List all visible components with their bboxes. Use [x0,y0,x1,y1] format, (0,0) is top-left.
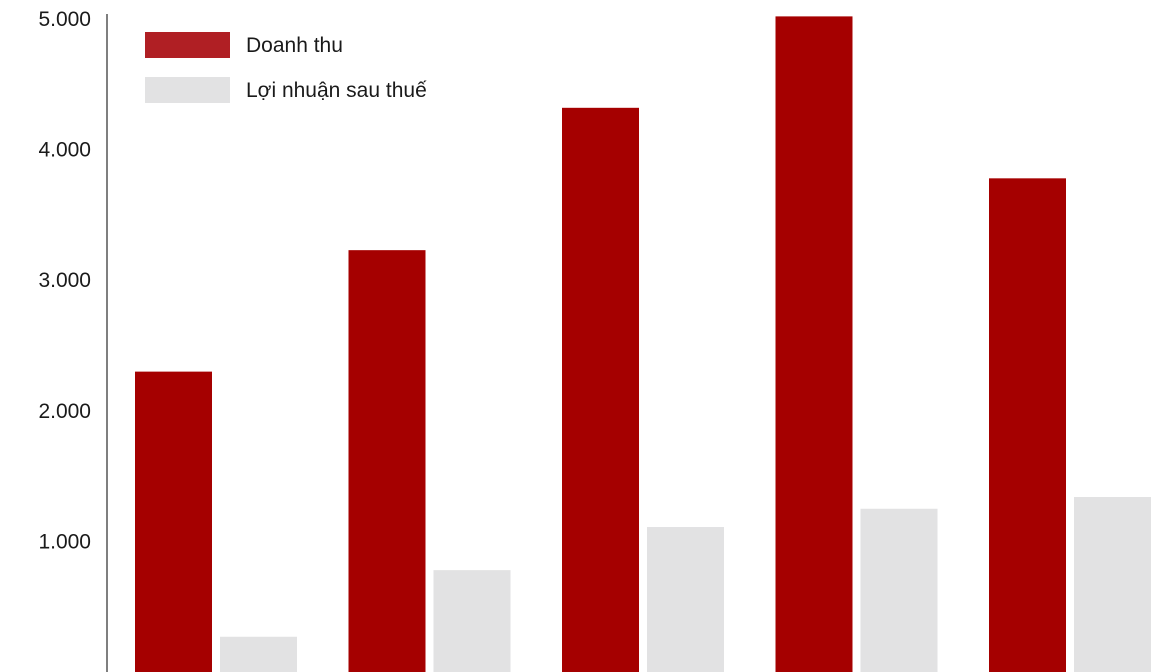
bar-doanh-thu [135,371,212,672]
y-tick-label: 2.000 [38,400,91,423]
bars [135,16,1151,672]
bar-loi-nhuan [1074,496,1151,672]
bar-loi-nhuan [433,570,511,672]
bar-doanh-thu [562,107,639,672]
bar-doanh-thu [348,250,426,672]
legend-swatch-doanh-thu [145,32,230,58]
bar-loi-nhuan [220,636,297,672]
legend: Doanh thu Lợi nhuận sau thuế [145,32,427,103]
bar-loi-nhuan [860,508,938,672]
y-axis-ticks: 1.000 2.000 3.000 4.000 5.000 [38,8,91,553]
bar-doanh-thu [989,178,1066,672]
y-tick-label: 4.000 [38,139,91,162]
bar-doanh-thu [775,16,853,672]
bar-loi-nhuan [647,527,724,672]
y-tick-label: 3.000 [38,269,91,292]
legend-swatch-loi-nhuan [145,77,230,103]
y-tick-label: 1.000 [38,530,91,553]
legend-label-doanh-thu: Doanh thu [246,34,343,57]
y-tick-label: 5.000 [38,8,91,31]
legend-label-loi-nhuan: Lợi nhuận sau thuế [246,79,427,102]
